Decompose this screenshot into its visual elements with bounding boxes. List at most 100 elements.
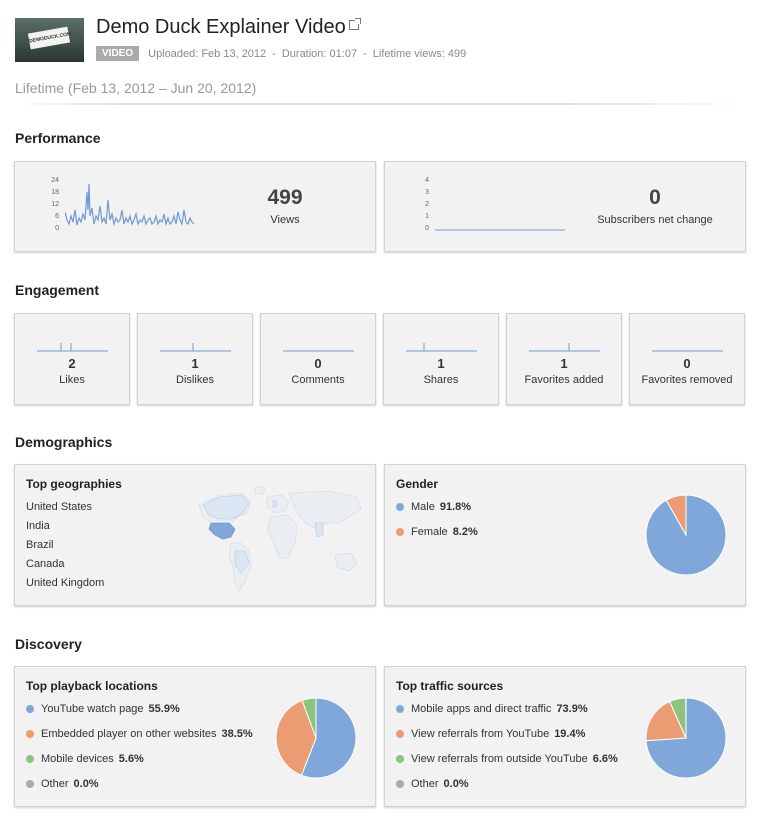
section-title-demographics: Demographics xyxy=(15,434,113,450)
legend-item: Mobile devices 5.6% xyxy=(26,753,144,765)
legend-label: Female xyxy=(411,526,448,538)
external-link-icon[interactable] xyxy=(348,18,361,30)
gender-card[interactable]: Gender Male 91.8% Female 8.2% xyxy=(384,464,746,606)
engagement-card[interactable]: 0 Favorites removed xyxy=(629,313,745,405)
subscribers-label: Subscribers net change xyxy=(597,214,713,226)
video-header: DEMODUCK.COM Demo Duck Explainer Video V… xyxy=(15,14,755,70)
traffic-card[interactable]: Top traffic sources Mobile apps and dire… xyxy=(384,666,746,807)
pie-slice[interactable] xyxy=(275,699,317,776)
brazil-region xyxy=(234,550,250,574)
legend-value: 73.9% xyxy=(556,703,588,715)
legend-label: YouTube watch page xyxy=(41,703,144,715)
engagement-card[interactable]: 1 Shares xyxy=(383,313,499,405)
geo-item: United Kingdom xyxy=(26,577,105,589)
date-range[interactable]: Lifetime (Feb 13, 2012 – Jun 20, 2012) xyxy=(15,80,257,96)
legend-dot-icon xyxy=(396,755,404,763)
legend-item: YouTube watch page 55.9% xyxy=(26,703,180,715)
traffic-title: Top traffic sources xyxy=(396,679,504,693)
legend-value: 38.5% xyxy=(221,728,253,740)
legend-label: Other xyxy=(411,778,439,790)
pie-slice[interactable] xyxy=(645,700,687,742)
geo-item: United States xyxy=(26,501,93,513)
views-value: 499 xyxy=(267,186,303,209)
legend-dot-icon xyxy=(26,780,34,788)
video-title[interactable]: Demo Duck Explainer Video xyxy=(96,16,361,39)
engagement-sparkline xyxy=(283,350,354,352)
engagement-value: 1 xyxy=(560,356,568,371)
legend-dot-icon xyxy=(396,528,404,536)
engagement-card[interactable]: 2 Likes xyxy=(14,313,130,405)
section-title-discovery: Discovery xyxy=(15,636,82,652)
engagement-card[interactable]: 1 Dislikes xyxy=(137,313,253,405)
subs-axis-tick: 0 xyxy=(425,225,429,232)
playback-pie-chart xyxy=(275,697,357,779)
views-label: Views xyxy=(270,214,300,226)
gender-title: Gender xyxy=(396,477,439,491)
subscribers-value: 0 xyxy=(649,186,661,209)
uk-region xyxy=(272,500,278,508)
legend-dot-icon xyxy=(396,780,404,788)
legend-dot-icon xyxy=(396,730,404,738)
playback-card[interactable]: Top playback locations YouTube watch pag… xyxy=(14,666,376,807)
meta-separator: - xyxy=(363,47,367,60)
divider xyxy=(15,103,745,105)
views-axis-tick: 18 xyxy=(51,189,59,196)
legend-label: Mobile devices xyxy=(41,753,114,765)
legend-item: View referrals from outside YouTube 6.6% xyxy=(396,753,618,765)
legend-label: Embedded player on other websites xyxy=(41,728,217,740)
video-badge: VIDEO xyxy=(96,46,140,61)
canada-region xyxy=(202,494,250,520)
geo-item: Canada xyxy=(26,558,65,570)
legend-label: Other xyxy=(41,778,69,790)
playback-title: Top playback locations xyxy=(26,679,158,693)
world-map xyxy=(198,486,362,592)
pie-slice[interactable] xyxy=(668,697,687,739)
video-thumbnail[interactable]: DEMODUCK.COM xyxy=(15,18,84,62)
legend-dot-icon xyxy=(396,503,404,511)
views-sparkline xyxy=(65,183,195,227)
legend-item: View referrals from YouTube 19.4% xyxy=(396,728,585,740)
engagement-sparkline xyxy=(160,343,231,352)
views-axis-tick: 12 xyxy=(51,201,59,208)
legend-dot-icon xyxy=(26,755,34,763)
geographies-title: Top geographies xyxy=(26,477,122,491)
legend-value: 19.4% xyxy=(554,728,586,740)
pie-slice[interactable] xyxy=(300,697,357,779)
legend-item: Female 8.2% xyxy=(396,526,478,538)
geographies-card[interactable]: Top geographies United States India Braz… xyxy=(14,464,376,606)
legend-item: Other 0.0% xyxy=(396,778,469,790)
thumbnail-logo: DEMODUCK.COM xyxy=(27,26,72,50)
section-title-engagement: Engagement xyxy=(15,282,100,298)
engagement-sparkline xyxy=(652,350,723,352)
views-card[interactable]: 24 18 12 6 0 499 Views xyxy=(14,161,376,252)
engagement-card[interactable]: 0 Comments xyxy=(260,313,376,405)
engagement-card[interactable]: 1 Favorites added xyxy=(506,313,622,405)
engagement-value: 2 xyxy=(68,356,76,371)
traffic-pie-chart xyxy=(645,697,727,779)
pie-slice[interactable] xyxy=(301,697,317,739)
subs-axis-tick: 2 xyxy=(425,201,429,208)
engagement-sparkline xyxy=(37,343,108,352)
video-title-text: Demo Duck Explainer Video xyxy=(96,16,346,38)
engagement-sparkline xyxy=(529,343,600,352)
pie-slice[interactable] xyxy=(665,494,687,537)
geo-item: India xyxy=(26,520,50,532)
views-axis-tick: 24 xyxy=(51,177,59,184)
legend-value: 55.9% xyxy=(148,703,180,715)
legend-value: 0.0% xyxy=(73,778,99,790)
engagement-sparkline xyxy=(406,343,477,352)
legend-value: 6.6% xyxy=(592,753,618,765)
lifetime-views: Lifetime views: 499 xyxy=(372,47,467,60)
video-duration: Duration: 01:07 xyxy=(281,47,358,60)
engagement-label: Shares xyxy=(423,374,459,386)
legend-value: 5.6% xyxy=(118,753,144,765)
legend-label: View referrals from YouTube xyxy=(411,728,550,740)
views-axis-tick: 6 xyxy=(55,213,59,220)
engagement-label: Comments xyxy=(291,374,345,386)
legend-value: 8.2% xyxy=(452,526,478,538)
legend-label: Mobile apps and direct traffic xyxy=(411,703,552,715)
legend-item: Male 91.8% xyxy=(396,501,471,513)
subscribers-card[interactable]: 4 3 2 1 0 0 Subscribers net change xyxy=(384,161,746,252)
engagement-value: 1 xyxy=(191,356,199,371)
engagement-value: 1 xyxy=(437,356,445,371)
